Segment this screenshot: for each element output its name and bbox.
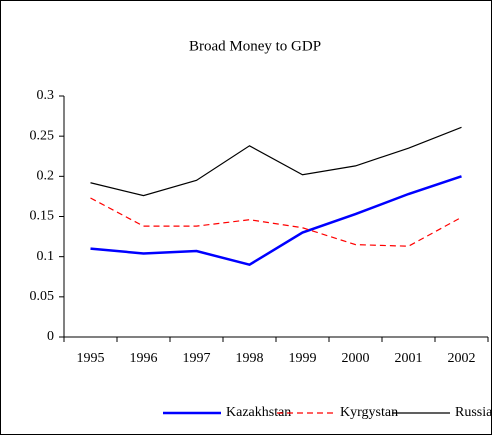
y-tick-label: 0.25 [30, 128, 55, 143]
legend-label: Kazakhstan [226, 405, 291, 420]
x-tick-label: 2000 [342, 351, 370, 366]
legend-label: Russia [455, 405, 492, 420]
y-tick-label: 0.05 [30, 289, 55, 304]
series-line [90, 175, 462, 267]
x-tick-label: 1998 [236, 351, 264, 366]
x-tick-label: 2002 [448, 351, 476, 366]
y-tick-label: 0.15 [30, 209, 55, 224]
x-tick-label: 1999 [289, 351, 317, 366]
chart-title: Broad Money to GDP [189, 38, 321, 54]
x-tick-label: 2001 [395, 351, 423, 366]
legend-label: Kyrgystan [340, 405, 398, 420]
x-tick-label: 1997 [183, 351, 211, 366]
x-tick-label: 1996 [130, 351, 158, 366]
y-tick-label: 0.2 [37, 169, 55, 184]
x-tick-label: 1995 [77, 351, 105, 366]
series-line [90, 126, 462, 197]
y-tick-label: 0.1 [37, 249, 55, 264]
y-tick-label: 0 [47, 329, 54, 344]
series-line [90, 197, 462, 247]
y-tick-label: 0.3 [37, 88, 55, 103]
